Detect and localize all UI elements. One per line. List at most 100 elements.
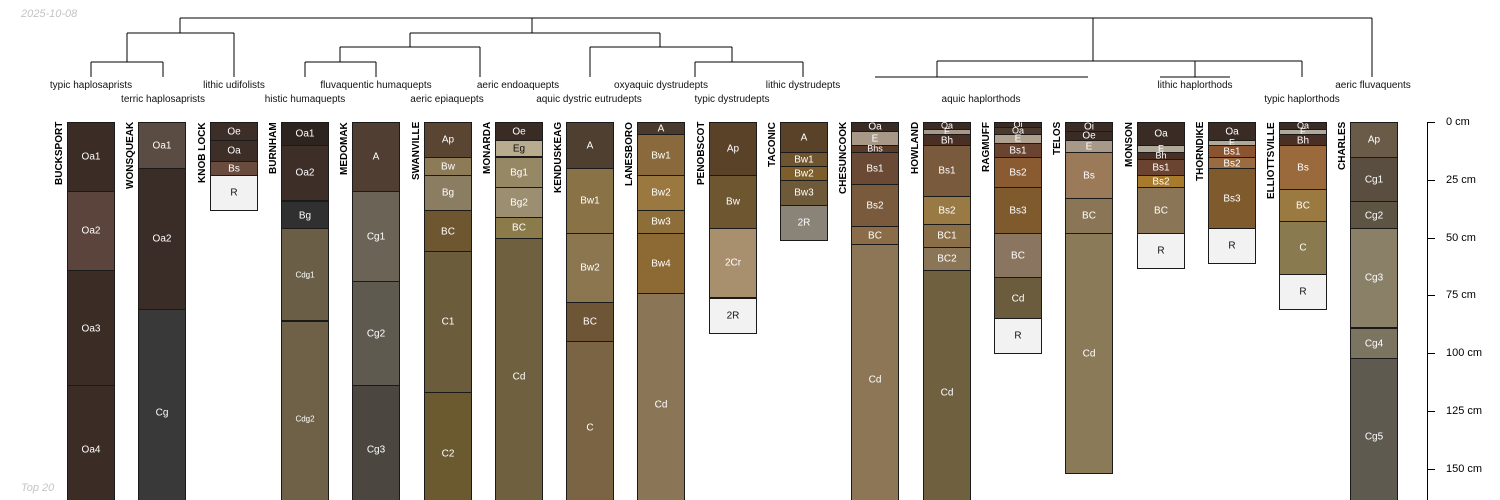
horizon-label: Oe [227,126,241,137]
horizon-label: Bw [441,161,455,172]
horizon: Cg4 [1350,328,1398,359]
footer-label: Top 20 [21,482,55,494]
horizon-label: Bs3 [1223,193,1241,204]
horizon-label: Ap [1367,134,1381,146]
horizon-label: Bs1 [866,163,884,174]
horizon-label: 2Cr [724,257,742,269]
horizon-label: Oe [512,126,526,137]
horizon: Bs3 [1208,168,1256,229]
horizon: 2R [780,205,828,241]
horizon-label: Bh [940,135,954,146]
taxon-label: typic haplorthods [1264,94,1340,105]
horizon: Cd [994,277,1042,320]
horizon: Cg2 [1350,201,1398,230]
horizon: Bs1 [994,143,1042,158]
horizon-label: Oa4 [81,444,101,456]
horizon-label: C2 [441,448,455,459]
horizon-label: R [1014,330,1022,342]
horizon-label: R [1299,286,1307,298]
horizon-label: Oa [227,145,241,157]
horizon: C1 [424,251,472,393]
horizon: Bs [210,161,258,176]
horizon-label: Oa2 [295,167,315,179]
horizon-label: Bhs [867,143,883,154]
horizon-label: Bs [228,163,240,174]
profile-name: SWANVILLE [411,122,422,181]
horizon-label: Bs1 [938,165,956,177]
horizon-label: Cd [868,374,882,385]
horizon: Bg1 [495,157,543,188]
horizon-label: Oe [1082,130,1096,142]
horizon-label: Bg1 [510,167,528,178]
horizon: R [1208,228,1256,264]
horizon-label: Bw2 [794,168,814,179]
horizon: Bs [1065,152,1113,199]
horizon-label: Bw1 [651,150,671,161]
horizon-label: Oa2 [152,233,172,245]
horizon: BC [566,302,614,342]
taxon-label: lithic dystrudepts [765,80,841,91]
horizon-label: Cg2 [1364,210,1384,221]
horizon-label: BC [512,222,526,234]
horizon: Oa [210,140,258,162]
horizon-label: Ap [726,143,740,155]
horizon-label: Cg3 [366,444,386,456]
horizon-label: Bs [1083,170,1095,181]
horizon: Cg5 [1350,358,1398,500]
horizon-label: Bs2 [938,205,956,216]
horizon: Oa3 [67,270,115,387]
horizon-label: E [1228,137,1235,148]
horizon-label: E [1085,141,1093,152]
horizon: C2 [424,392,472,500]
horizon-label: Oa [940,120,953,131]
horizon-label: Cg5 [1364,431,1384,443]
profile-name: HOWLAND [910,122,921,175]
axis-line [1427,122,1428,500]
horizon: 2R [709,298,757,334]
profile-name: BURNHAM [268,122,279,174]
profile-name: LANESBORO [624,122,635,186]
axis-tick [1427,411,1435,412]
axis-tick [1427,238,1435,239]
axis-tick-label: 0 cm [1446,116,1470,128]
horizon: Bw1 [637,134,685,177]
taxon-label: lithic udifolists [203,80,265,91]
taxon-label: aquic haplorthods [941,94,1021,105]
horizon-label: Bs2 [866,200,884,211]
horizon-label: BC [583,316,597,328]
horizon: Bw2 [566,233,614,303]
horizon: R [210,175,258,211]
horizon-label: BC [868,230,882,241]
profile-name: ELLIOTTSVILLE [1266,122,1277,199]
horizon: BC [424,210,472,253]
horizon-label: R [230,187,238,199]
dendrogram [90,17,1373,78]
horizon-label: Bw1 [794,154,814,165]
horizon-label: Oi [1013,119,1023,130]
taxon-label: lithic haplorthods [1157,80,1233,91]
horizon: A [566,122,614,169]
horizon: Bw3 [637,210,685,234]
horizon-label: Bs2 [1009,167,1027,178]
axis-tick [1427,122,1435,123]
horizon: Oa1 [138,122,186,169]
horizon-label: BC [1154,205,1168,216]
horizon-label: Oi [1084,121,1094,133]
profile-name: WONSQUEAK [125,122,136,190]
horizon: Cd [923,270,971,500]
horizon: BC2 [923,247,971,271]
horizon: Oe [210,122,258,141]
horizon-label: A [586,140,594,151]
horizon: Cd [637,293,685,500]
horizon-label: Cg3 [1364,272,1384,284]
horizon-label: Bh [1296,135,1310,146]
profile-name: MONSON [1124,122,1135,167]
horizon-label: Bs2 [1152,176,1170,187]
horizon: Oa1 [281,122,329,146]
horizon-label: A [657,123,665,134]
horizon-label: 2R [726,310,740,322]
horizon-label: E [1014,133,1022,145]
axis-tick-label: 25 cm [1446,174,1476,186]
horizon-label: Bg [298,210,312,221]
horizon: Cg1 [352,191,400,282]
